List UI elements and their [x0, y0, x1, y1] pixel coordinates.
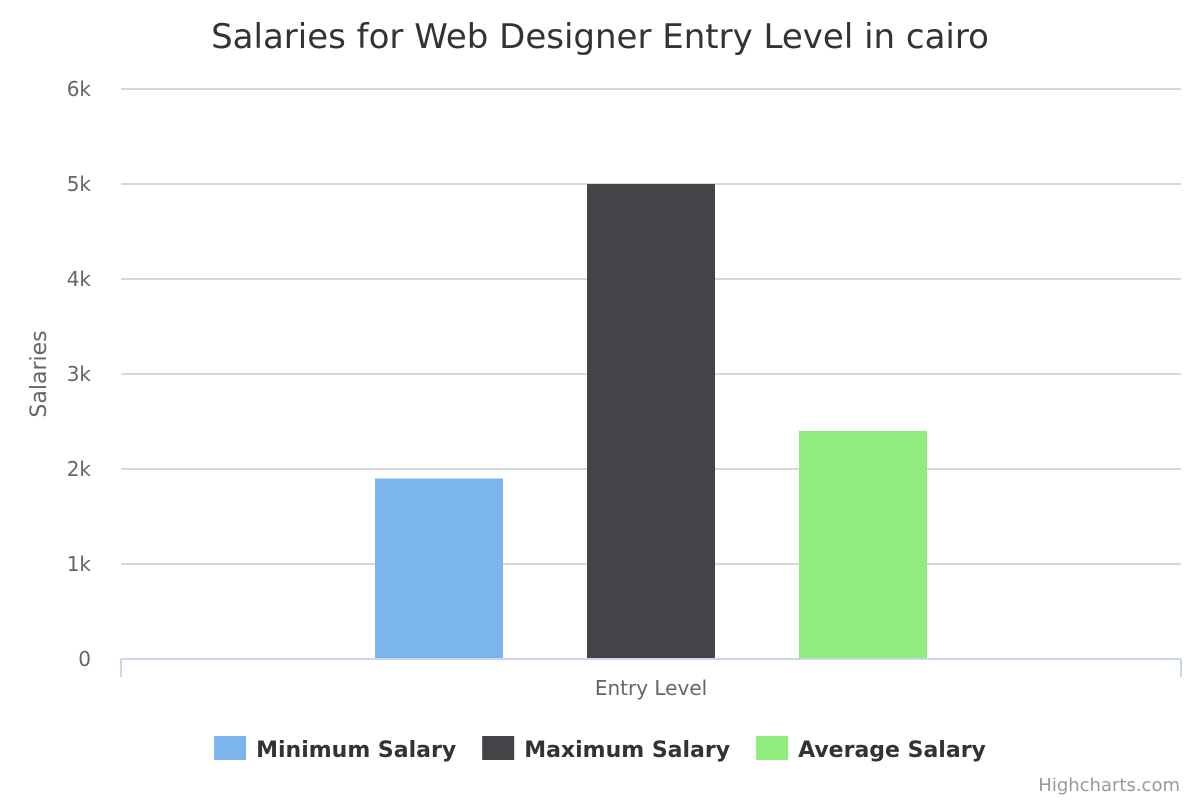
x-tick-label: Entry Level [595, 676, 707, 700]
y-tick-label: 2k [67, 457, 92, 481]
bar-maximum-salary[interactable] [587, 184, 715, 659]
y-tick-label: 3k [67, 362, 92, 386]
legend: Minimum Salary Maximum Salary Average Sala… [214, 736, 986, 763]
y-axis-title: Salaries [27, 330, 52, 417]
legend-swatch[interactable] [482, 736, 515, 760]
bar-minimum-salary[interactable] [375, 478, 503, 660]
legend-item-label[interactable]: Maximum Salary [524, 738, 730, 763]
legend-item-label[interactable]: Minimum Salary [256, 738, 456, 763]
x-tick-labels: Entry Level [595, 676, 707, 700]
y-tick-label: 1k [67, 552, 92, 576]
chart-title: Salaries for Web Designer Entry Level in… [211, 17, 989, 57]
y-tick-label: 5k [67, 172, 92, 196]
legend-swatch[interactable] [756, 736, 789, 760]
y-tick-label: 6k [67, 77, 92, 101]
y-tick-label: 4k [67, 267, 92, 291]
credits-link[interactable]: Highcharts.com [1038, 775, 1180, 796]
y-tick-labels: 0 1k 2k 3k 4k 5k 6k [67, 77, 92, 671]
legend-item-label[interactable]: Average Salary [798, 738, 986, 763]
legend-swatch[interactable] [214, 736, 247, 760]
y-tick-label: 0 [78, 647, 91, 671]
bar-average-salary[interactable] [799, 431, 927, 659]
bars [375, 184, 927, 659]
